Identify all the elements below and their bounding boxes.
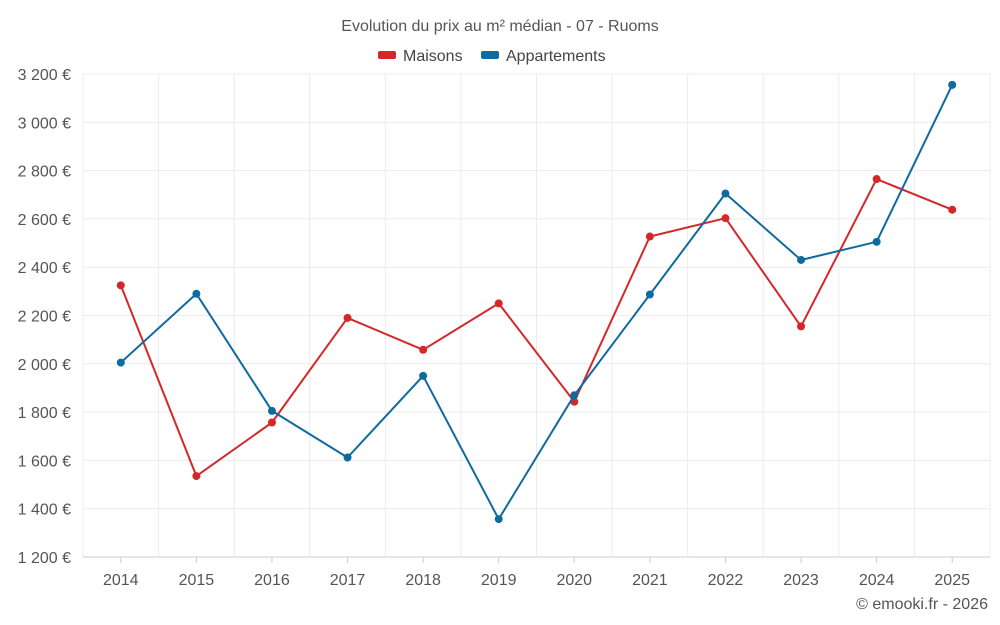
x-tick-label: 2018 [405, 572, 441, 589]
data-point-maisons-2015[interactable] [192, 472, 200, 480]
x-tick-label: 2025 [934, 572, 970, 589]
data-point-appartements-2018[interactable] [419, 372, 427, 380]
legend-label-maisons: Maisons [403, 48, 463, 65]
credit-text: © emooki.fr - 2026 [856, 596, 988, 613]
legend-item-maisons[interactable]: Maisons [378, 48, 463, 65]
legend: Maisons Appartements [378, 48, 606, 65]
data-point-appartements-2014[interactable] [117, 359, 125, 367]
data-point-appartements-2015[interactable] [192, 290, 200, 298]
legend-swatch-appartements [481, 51, 499, 59]
y-tick-label: 1 400 € [18, 502, 71, 519]
data-point-appartements-2024[interactable] [873, 238, 881, 246]
legend-label-appartements: Appartements [506, 48, 606, 65]
y-tick-label: 2 000 € [18, 357, 71, 374]
data-point-maisons-2017[interactable] [344, 314, 352, 322]
x-tick-label: 2016 [254, 572, 290, 589]
data-point-maisons-2021[interactable] [646, 233, 654, 241]
y-tick-label: 3 200 € [18, 67, 71, 84]
data-point-maisons-2022[interactable] [721, 214, 729, 222]
chart-container: 1 200 € 1 400 € 1 600 € 1 800 € 2 000 € 2 200… [0, 0, 1000, 625]
x-tick-label: 2019 [481, 572, 517, 589]
y-tick-label: 2 200 € [18, 309, 71, 326]
x-tick-label: 2023 [783, 572, 819, 589]
data-point-appartements-2016[interactable] [268, 407, 276, 415]
y-tick-label: 2 600 € [18, 212, 71, 229]
data-point-maisons-2018[interactable] [419, 346, 427, 354]
data-point-appartements-2020[interactable] [570, 391, 578, 399]
line-chart: 1 200 € 1 400 € 1 600 € 1 800 € 2 000 € 2 200… [0, 0, 1000, 625]
y-tick-label: 3 000 € [18, 115, 71, 132]
data-point-maisons-2014[interactable] [117, 281, 125, 289]
data-point-appartements-2025[interactable] [948, 81, 956, 89]
y-tick-label: 1 600 € [18, 453, 71, 470]
data-point-appartements-2017[interactable] [344, 454, 352, 462]
y-tick-label: 2 400 € [18, 260, 71, 277]
data-point-appartements-2021[interactable] [646, 290, 654, 298]
y-tick-label: 1 200 € [18, 550, 71, 567]
data-point-appartements-2019[interactable] [495, 515, 503, 523]
x-tick-label: 2020 [556, 572, 592, 589]
x-tick-label: 2022 [708, 572, 744, 589]
data-point-maisons-2019[interactable] [495, 299, 503, 307]
x-tick-label: 2024 [859, 572, 895, 589]
x-tick-label: 2017 [330, 572, 366, 589]
data-point-maisons-2025[interactable] [948, 206, 956, 214]
chart-title: Evolution du prix au m² médian - 07 - Ru… [341, 18, 658, 35]
x-tick-label: 2014 [103, 572, 139, 589]
data-point-maisons-2023[interactable] [797, 322, 805, 330]
y-tick-label: 2 800 € [18, 164, 71, 181]
y-tick-label: 1 800 € [18, 405, 71, 422]
legend-item-appartements[interactable]: Appartements [481, 48, 606, 65]
grid [83, 74, 990, 557]
legend-swatch-maisons [378, 51, 396, 59]
data-point-maisons-2024[interactable] [873, 175, 881, 183]
data-point-appartements-2022[interactable] [721, 190, 729, 198]
x-tick-label: 2021 [632, 572, 668, 589]
data-point-maisons-2016[interactable] [268, 418, 276, 426]
data-point-appartements-2023[interactable] [797, 256, 805, 264]
x-tick-label: 2015 [179, 572, 215, 589]
